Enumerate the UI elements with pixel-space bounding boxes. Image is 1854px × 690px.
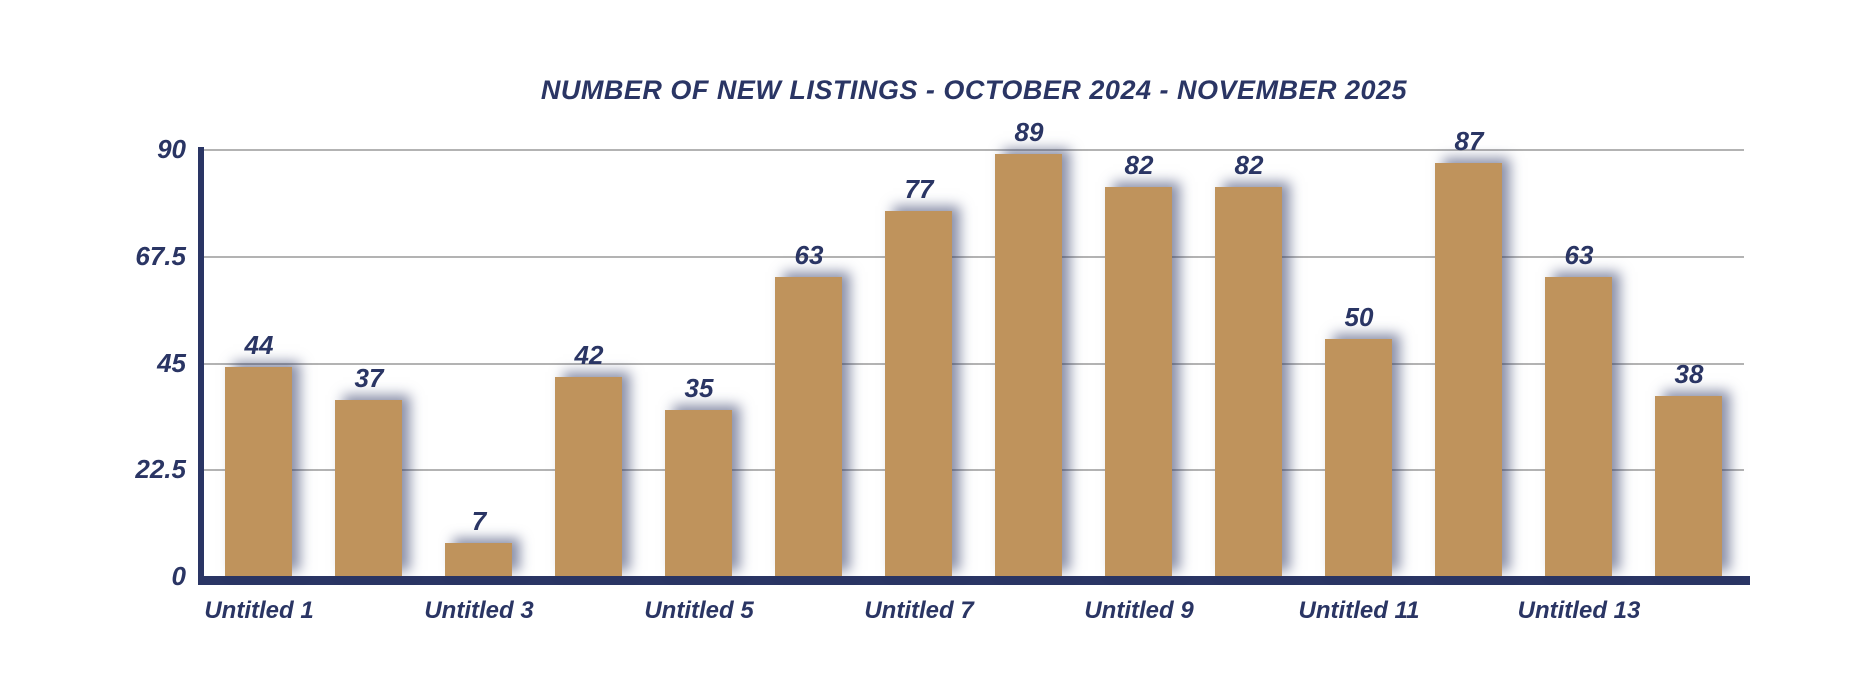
bar-value-label: 82 — [1124, 149, 1154, 180]
bar-value-label: 82 — [1234, 149, 1264, 180]
bar — [885, 210, 952, 576]
bar — [335, 400, 402, 576]
bar — [995, 153, 1062, 576]
bar — [555, 376, 622, 576]
bar-value-label: 87 — [1454, 126, 1484, 157]
bar-value-label: 77 — [904, 173, 934, 204]
bar-value-label: 38 — [1674, 358, 1704, 389]
bar — [665, 409, 732, 576]
bar-value-label: 89 — [1014, 116, 1044, 147]
bar-slot: 50 — [1304, 149, 1414, 576]
bar — [1655, 395, 1722, 576]
bar-slot: 44 — [204, 149, 314, 576]
bar-value-label: 44 — [244, 330, 274, 361]
x-tick-label: Untitled 3 — [424, 597, 534, 624]
x-tick-label: Untitled 1 — [204, 597, 314, 624]
bar-slot: 89 — [974, 118, 1084, 576]
bar-value-label: 63 — [794, 240, 824, 271]
gridline-22.5 — [204, 469, 1744, 472]
bar — [1105, 186, 1172, 576]
x-axis-labels: Untitled 1 Untitled 3 Untitled 5 Untitled 7… — [204, 596, 1744, 630]
bar-slot: 82 — [1194, 149, 1304, 576]
y-axis-line — [198, 147, 204, 584]
bar-slot: 38 — [1634, 149, 1744, 576]
bar-slot: 77 — [864, 149, 974, 576]
bar-value-label: 63 — [1564, 240, 1594, 271]
gridline-67.5 — [204, 255, 1744, 258]
x-tick-label: Untitled 11 — [1298, 597, 1420, 624]
bar — [1215, 186, 1282, 576]
bar-slot: 63 — [754, 149, 864, 576]
y-tick-label: 67.5 — [135, 240, 186, 271]
x-tick-label: Untitled 5 — [644, 597, 754, 624]
x-tick-label: Untitled 9 — [1084, 597, 1194, 624]
y-tick-label: 90 — [157, 134, 186, 164]
chart-title: NUMBER OF NEW LISTINGS - OCTOBER 2024 - … — [540, 75, 1408, 105]
bar-slot: 35 — [644, 149, 754, 576]
x-tick-label: Untitled 7 — [864, 597, 974, 624]
bar-value-label: 35 — [684, 372, 714, 403]
bar — [1435, 163, 1502, 576]
gridline-90 — [204, 149, 1744, 151]
bar-slot: 63 — [1524, 149, 1634, 576]
bar-slot: 82 — [1084, 149, 1194, 576]
y-tick-label: 0 — [171, 561, 186, 591]
bar-slot: 87 — [1414, 127, 1524, 576]
plot-area: 44 37 7 42 35 63 77 89 82 82 50 87 63 38 — [204, 118, 1744, 576]
x-tick-label: Untitled 13 — [1517, 597, 1641, 624]
bar — [775, 277, 842, 576]
bar — [1545, 277, 1612, 576]
bar-slot: 7 — [424, 149, 534, 576]
bar — [225, 367, 292, 576]
bar-value-label: 42 — [574, 339, 604, 370]
bar-slot: 37 — [314, 149, 424, 576]
bar-slot: 42 — [534, 149, 644, 576]
bar-value-label: 50 — [1344, 301, 1374, 332]
bar — [1325, 338, 1392, 576]
bar-value-label: 7 — [471, 505, 487, 536]
bar — [445, 542, 512, 576]
y-axis-labels: 90 67.5 45 22.5 0 — [0, 0, 186, 690]
gridline-45 — [204, 362, 1744, 365]
y-tick-label: 22.5 — [135, 454, 186, 485]
bar-value-label: 37 — [354, 363, 384, 394]
y-tick-label: 45 — [157, 347, 186, 378]
x-axis-line — [198, 576, 1750, 585]
